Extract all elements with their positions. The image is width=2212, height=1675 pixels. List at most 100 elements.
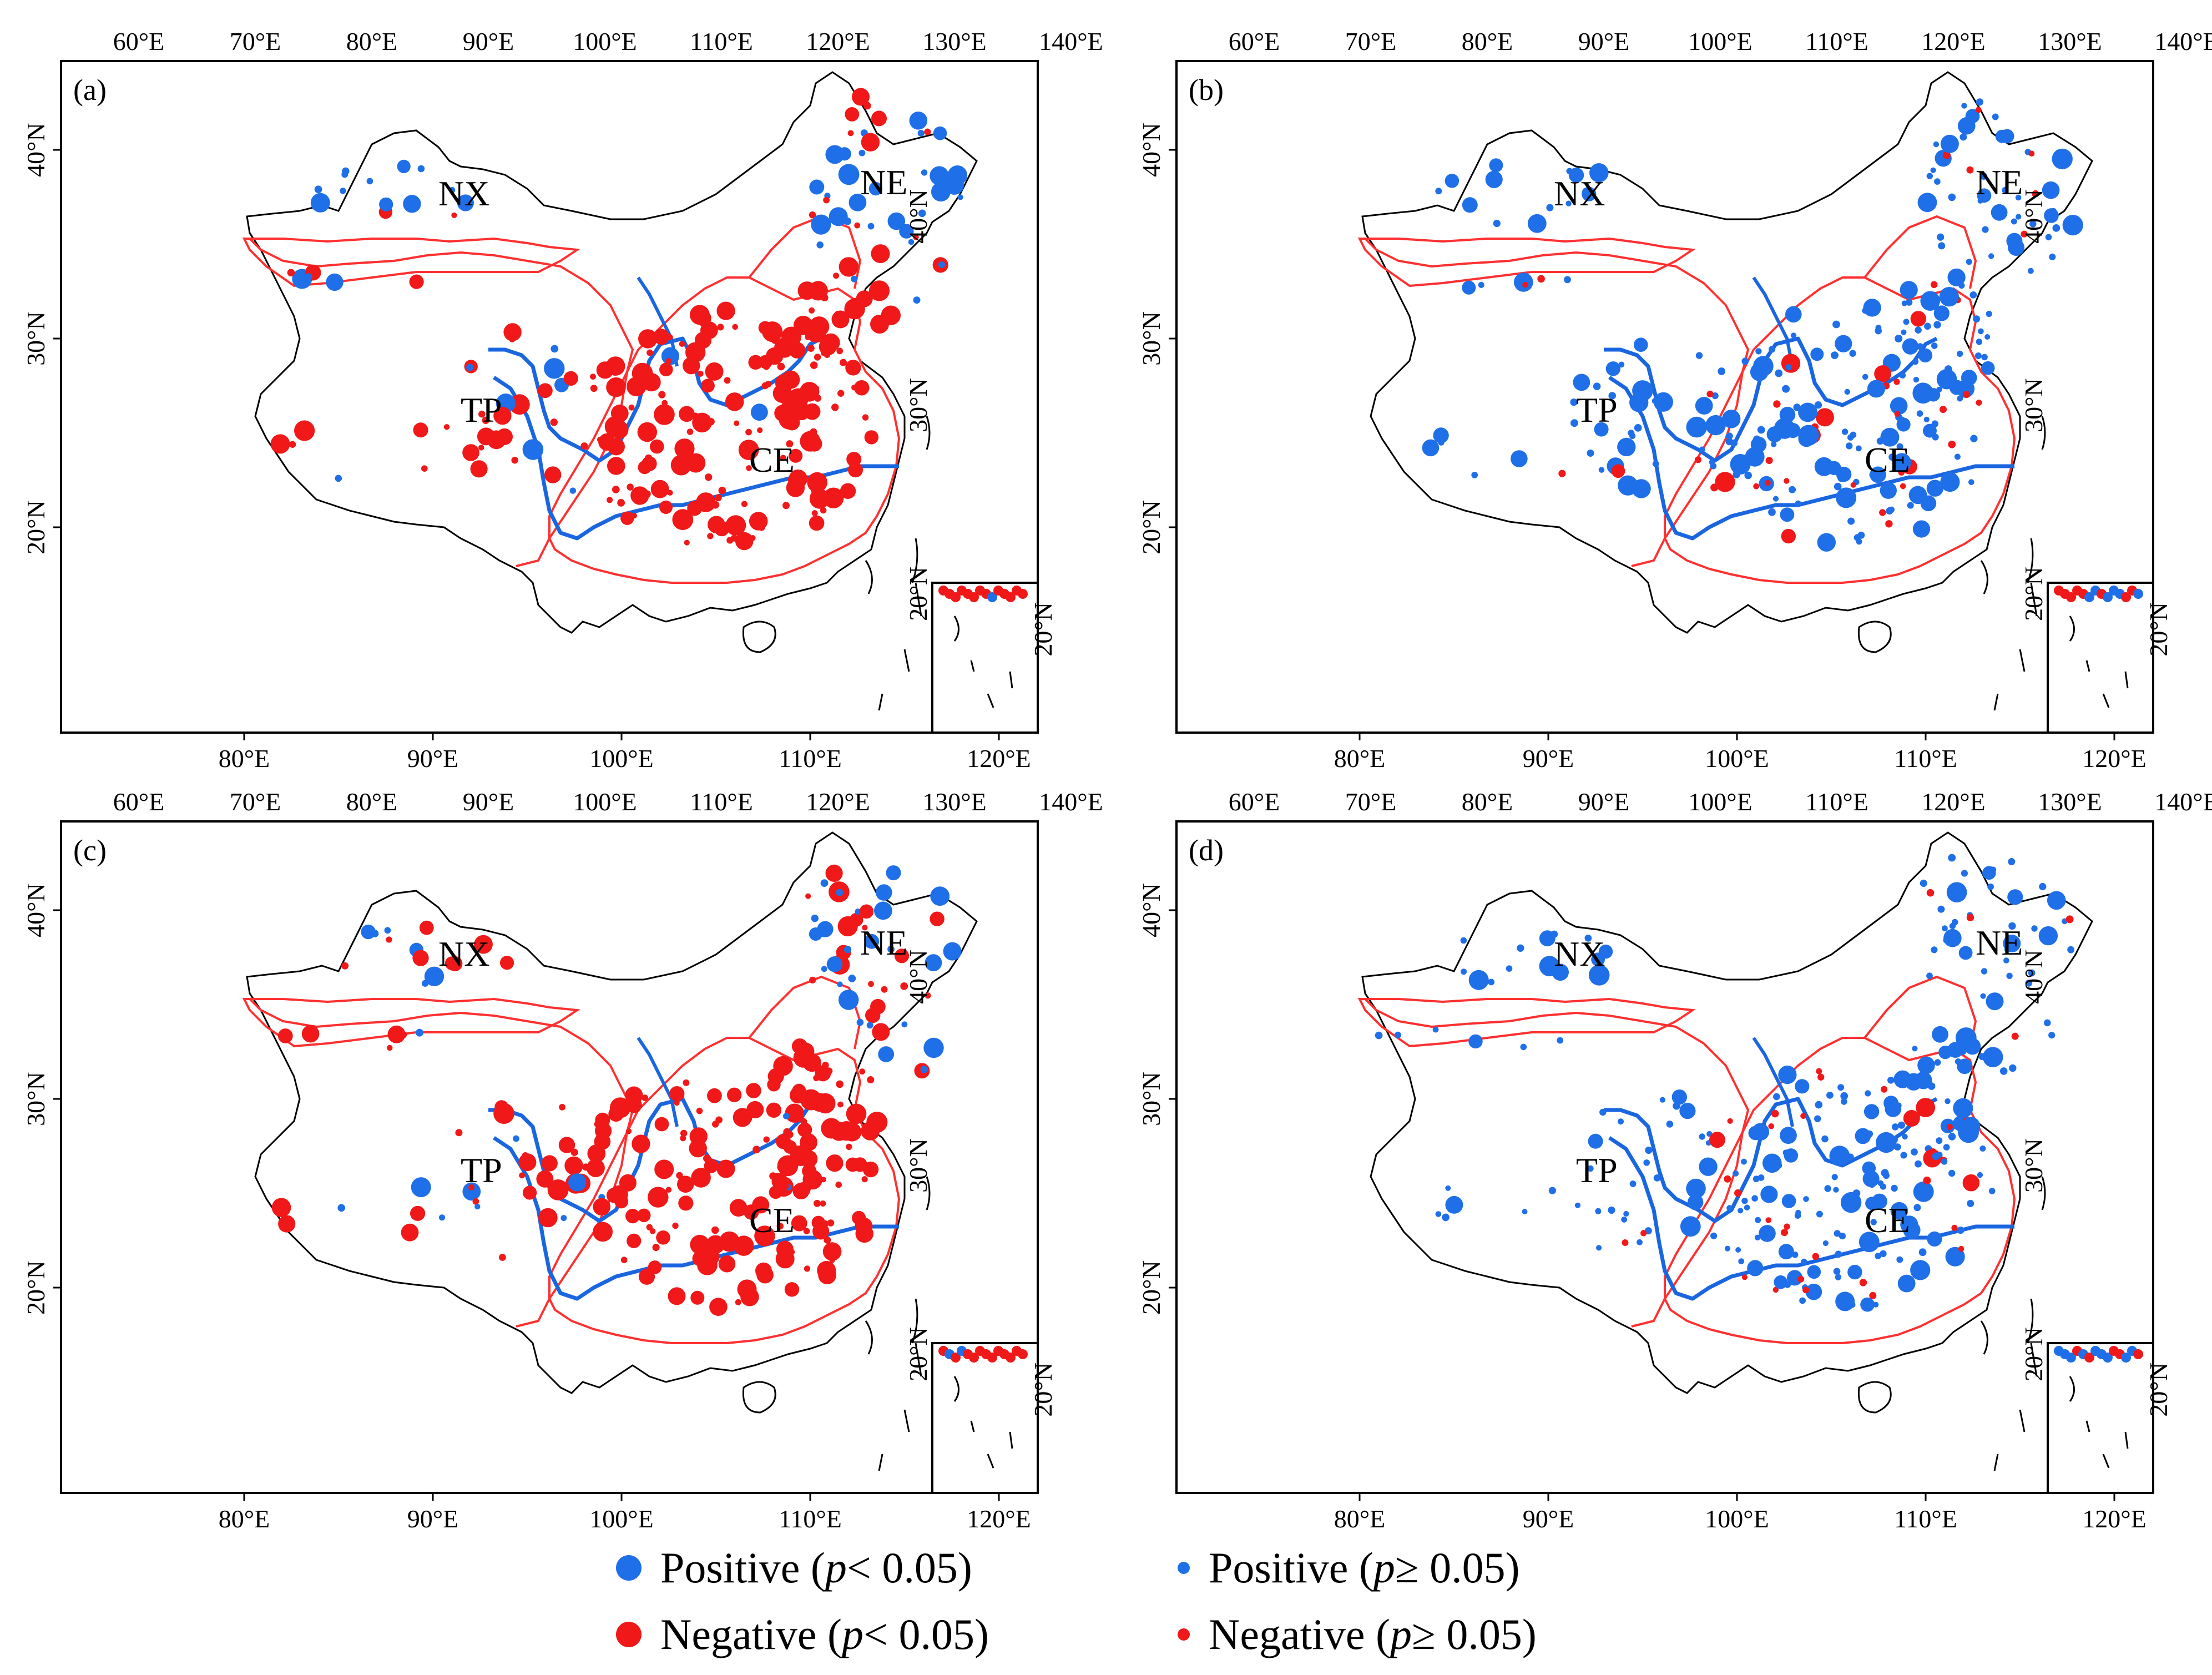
station-positive-significant xyxy=(1468,970,1489,990)
station-positive xyxy=(1948,193,1956,201)
station-negative-significant xyxy=(672,509,694,531)
station-positive xyxy=(1709,459,1715,465)
station-positive xyxy=(314,185,322,194)
station-negative xyxy=(676,1172,683,1179)
legend-dot-icon xyxy=(616,1555,642,1581)
station-positive xyxy=(811,914,819,922)
station-positive xyxy=(1757,426,1765,434)
station-positive-significant xyxy=(1753,356,1774,376)
station-positive xyxy=(1738,1258,1745,1264)
station-positive xyxy=(1992,113,1999,120)
station-positive xyxy=(1960,133,1967,141)
station-negative xyxy=(1940,406,1947,413)
station-positive xyxy=(1902,1133,1908,1140)
station-positive xyxy=(2049,899,2056,906)
station-positive xyxy=(2003,957,2009,963)
station-negative-significant xyxy=(791,1215,807,1232)
legend-positive-nonsignificant: Positive (p ≥ 0.05) xyxy=(1171,1537,1520,1598)
station-negative-significant xyxy=(650,439,664,454)
station-positive xyxy=(1725,432,1733,440)
station-negative xyxy=(805,893,811,899)
inset-station xyxy=(2103,1353,2113,1363)
station-negative xyxy=(805,333,812,341)
station-negative xyxy=(833,273,840,279)
top-lon-label: 90°E xyxy=(1578,27,1630,56)
station-negative-significant xyxy=(766,347,784,365)
station-negative xyxy=(509,336,516,342)
map-content: NX NE TP CE xyxy=(242,831,978,1471)
station-positive-significant xyxy=(1943,929,1962,947)
station-positive xyxy=(1755,348,1762,355)
station-positive-significant xyxy=(1859,1232,1880,1253)
station-positive xyxy=(1755,1217,1761,1223)
station-positive xyxy=(1816,1210,1823,1218)
station-positive xyxy=(1695,352,1703,359)
nine-dash-line xyxy=(1993,582,2038,711)
zone-boundary-tp xyxy=(1364,238,1750,567)
station-positive xyxy=(1724,1245,1731,1252)
station-negative-significant xyxy=(821,333,840,352)
station-positive-significant xyxy=(1917,1056,1935,1074)
station-negative-significant xyxy=(1903,1110,1920,1127)
station-negative-significant xyxy=(809,515,825,531)
inset-islands xyxy=(2069,615,2129,708)
top-lon-label: 130°E xyxy=(922,788,987,816)
station-negative xyxy=(683,1079,690,1086)
station-negative-significant xyxy=(784,1282,800,1297)
station-dots xyxy=(271,864,962,1316)
station-positive xyxy=(1839,1233,1846,1240)
station-negative-significant xyxy=(586,1159,605,1177)
station-positive xyxy=(1923,416,1930,423)
station-positive-significant xyxy=(1897,1274,1916,1293)
station-positive-significant xyxy=(1940,134,1959,153)
station-positive-significant xyxy=(1671,1089,1687,1105)
station-positive-significant xyxy=(1653,392,1673,412)
bottom-lon-label: 120°E xyxy=(2082,1505,2147,1533)
station-positive xyxy=(2028,969,2036,977)
station-positive xyxy=(1837,1084,1845,1091)
station-positive xyxy=(851,275,857,282)
station-negative-significant xyxy=(593,1198,610,1216)
station-negative xyxy=(1816,1068,1822,1074)
station-positive-significant xyxy=(457,194,474,211)
bottom-lon-label: 90°E xyxy=(407,744,459,773)
station-negative xyxy=(711,501,720,509)
station-negative-significant xyxy=(547,1179,569,1200)
station-positive-significant xyxy=(1947,1042,1963,1058)
zone-boundary-nx xyxy=(1357,237,1696,287)
station-positive xyxy=(1961,870,1968,877)
top-lon-label: 80°E xyxy=(1462,27,1513,56)
station-negative-significant xyxy=(605,356,625,376)
station-negative xyxy=(559,1104,565,1111)
top-lon-label: 100°E xyxy=(573,27,637,56)
station-positive-significant xyxy=(1923,423,1937,438)
station-positive xyxy=(1621,1217,1627,1223)
station-positive xyxy=(1943,1144,1950,1151)
station-positive xyxy=(2048,1032,2056,1039)
station-positive xyxy=(1699,1133,1705,1140)
station-positive-significant xyxy=(1588,965,1610,986)
station-negative-significant xyxy=(412,950,429,966)
bottom-lon-label: 110°E xyxy=(1894,744,1957,773)
station-positive-significant xyxy=(1965,109,1980,124)
station-positive xyxy=(1718,367,1726,375)
station-negative xyxy=(724,377,731,384)
station-negative xyxy=(714,494,722,502)
station-positive-significant xyxy=(899,224,914,239)
station-positive xyxy=(1587,450,1594,457)
station-negative-significant xyxy=(536,1170,554,1188)
station-positive-significant xyxy=(1798,430,1815,447)
zone-boundary-tp xyxy=(249,998,634,1328)
station-negative-significant xyxy=(294,420,315,441)
inset-islands xyxy=(953,615,1013,708)
station-positive xyxy=(1522,1209,1528,1215)
station-positive xyxy=(1888,506,1895,513)
station-negative xyxy=(642,1094,649,1101)
station-positive xyxy=(1913,376,1920,383)
station-negative xyxy=(847,130,854,137)
station-positive xyxy=(1582,188,1589,195)
hainan-island xyxy=(742,1381,776,1414)
station-negative xyxy=(1765,457,1773,465)
station-positive xyxy=(1933,321,1941,329)
station-positive-significant xyxy=(1785,306,1802,323)
